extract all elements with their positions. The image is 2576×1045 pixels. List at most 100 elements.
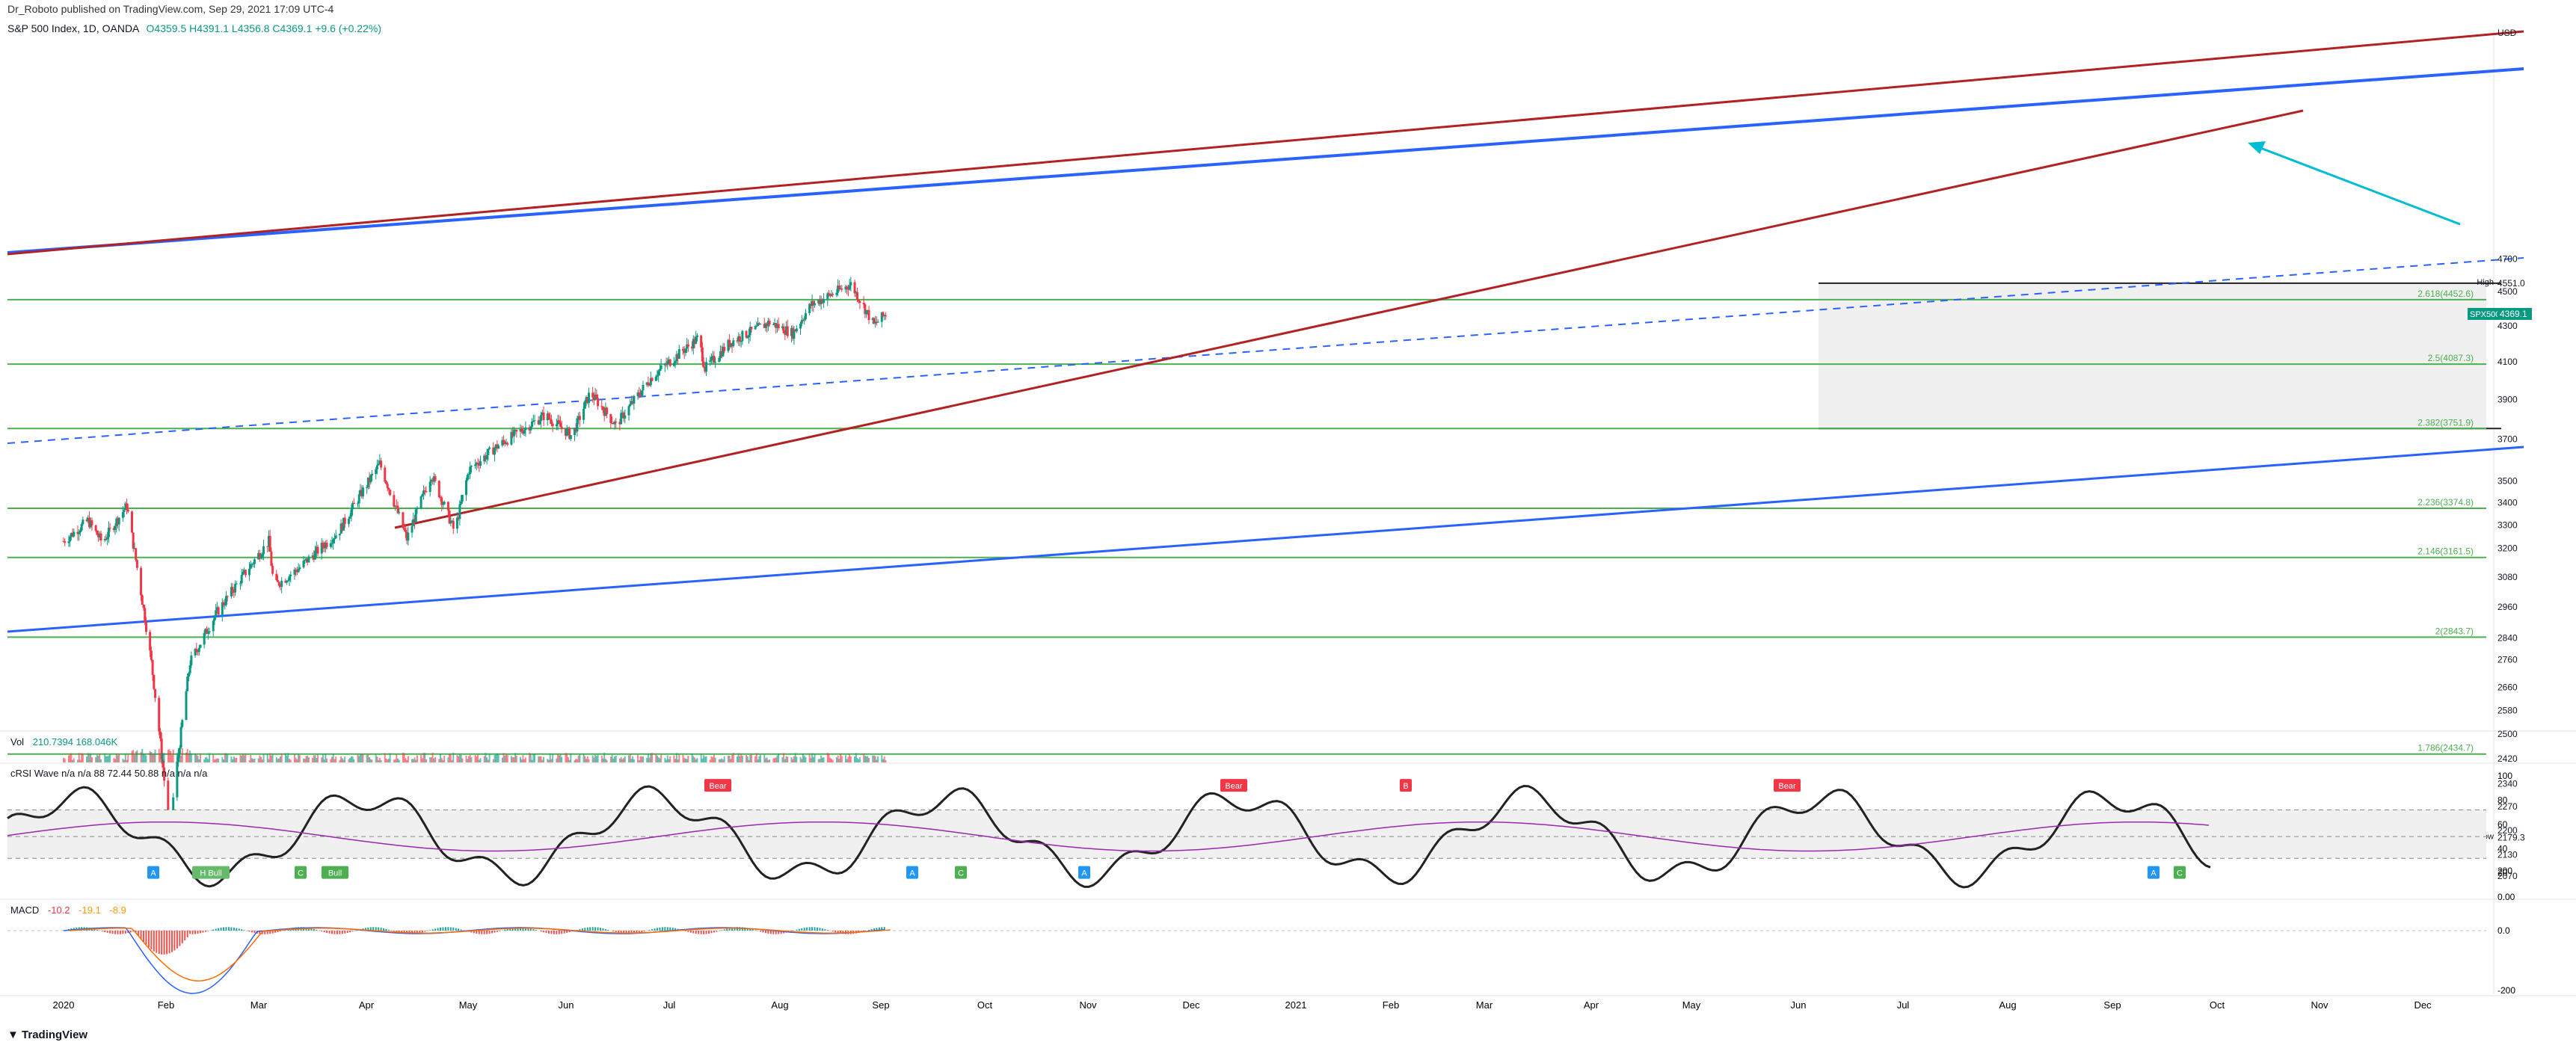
macd-bar	[708, 931, 710, 934]
macd-bar	[189, 931, 191, 934]
volume-bar	[253, 759, 256, 762]
macd-bar	[212, 929, 215, 931]
crsi-signal-badge	[1400, 779, 1412, 792]
crsi-signal-text: Bear	[709, 782, 727, 791]
macd-bar	[591, 927, 594, 931]
volume-bar	[389, 753, 391, 762]
volume-bar	[81, 753, 83, 762]
macd-bar	[431, 929, 434, 931]
candle-body	[620, 413, 623, 425]
volume-bar	[828, 753, 830, 762]
candle-body	[750, 327, 753, 330]
volume-bar	[696, 758, 698, 762]
volume-values: 210.7394 168.046K	[32, 736, 118, 747]
volume-bar	[577, 755, 580, 762]
volume-bar	[341, 758, 343, 762]
candle-body	[334, 535, 337, 539]
volume-bar	[140, 752, 142, 762]
candle-body	[505, 443, 508, 445]
volume-bar	[203, 759, 206, 762]
volume-bar	[289, 759, 291, 762]
volume-bar	[677, 759, 679, 762]
macd-bar	[367, 927, 369, 931]
volume-bar	[198, 759, 200, 762]
macd-bar	[607, 929, 609, 931]
candle-body	[149, 632, 152, 651]
candle-body	[142, 605, 145, 608]
volume-bar	[520, 759, 523, 762]
volume-bar	[793, 756, 795, 762]
macd-bar	[243, 930, 245, 931]
macd-bar	[803, 928, 805, 931]
candle-body	[714, 362, 717, 363]
candle-body	[405, 531, 408, 541]
volume-bar	[603, 753, 606, 762]
candle-body	[731, 342, 734, 347]
volume-bar	[250, 754, 252, 762]
candle-body	[609, 413, 612, 423]
tradingview-logo[interactable]: ▼ TradingView	[7, 1029, 87, 1041]
volume-bar	[278, 758, 280, 762]
cyan-arrow-line	[2250, 143, 2461, 226]
macd-bar	[798, 928, 800, 931]
volume-bar	[96, 755, 98, 762]
candle-body	[257, 553, 260, 560]
volume-bar	[543, 756, 545, 762]
symbol-legend[interactable]: S&P 500 Index, 1D, OANDA O4359.5 H4391.1…	[7, 22, 381, 34]
candle-body	[430, 479, 433, 482]
candle-body	[601, 407, 604, 410]
macd-bar	[310, 928, 313, 931]
volume-bar	[287, 753, 289, 762]
volume-bar	[476, 756, 478, 762]
volume-bar	[624, 756, 626, 762]
candle-body	[585, 397, 588, 401]
candle-body	[532, 421, 535, 422]
candle-body	[556, 420, 559, 425]
fib-range-box	[1819, 283, 2486, 429]
volume-bar	[737, 753, 740, 762]
candle-body	[243, 570, 246, 573]
candle-body	[197, 650, 200, 653]
volume-bar	[188, 753, 190, 762]
candle-body	[242, 572, 245, 576]
macd-bar	[150, 931, 153, 950]
candle-body	[846, 289, 849, 290]
volume-bar	[575, 759, 577, 762]
candle-body	[873, 318, 876, 324]
upper-red-trendline	[7, 30, 2524, 256]
volume-bar	[252, 759, 254, 762]
volume-bar	[647, 753, 649, 762]
volume-bar	[241, 755, 243, 762]
macd-bar	[96, 929, 98, 931]
macd-bar	[271, 931, 274, 934]
volume-bar	[695, 759, 697, 762]
volume-bar	[505, 754, 508, 762]
candle-body	[217, 607, 220, 615]
candle-body	[89, 520, 92, 528]
candle-body	[603, 410, 606, 416]
volume-bar	[141, 748, 144, 762]
volume-bar	[529, 753, 531, 762]
volume-bar	[161, 752, 163, 762]
volume-bar	[136, 750, 138, 762]
price-tick-label: 2840	[2497, 633, 2518, 644]
volume-bar	[67, 755, 70, 762]
candle-body	[541, 412, 544, 416]
dashed-blue-trendline	[7, 257, 2524, 444]
candle-body	[663, 363, 666, 366]
candle-body	[105, 539, 108, 540]
candle-body	[531, 422, 534, 428]
volume-bar	[722, 759, 724, 762]
current-price-value: 4369.1	[2500, 309, 2527, 319]
candle-body	[114, 525, 117, 531]
macd-bar	[181, 931, 183, 943]
volume-bar	[669, 756, 671, 762]
volume-bar	[701, 758, 704, 762]
crsi-tick-label: 40	[2497, 843, 2508, 854]
volume-bar	[314, 755, 316, 762]
fib-level-label: 1.786(2434.7)	[2417, 743, 2474, 753]
crsi-signal-badge	[1078, 866, 1090, 879]
macd-bar	[579, 928, 581, 931]
volume-bar	[478, 759, 480, 762]
